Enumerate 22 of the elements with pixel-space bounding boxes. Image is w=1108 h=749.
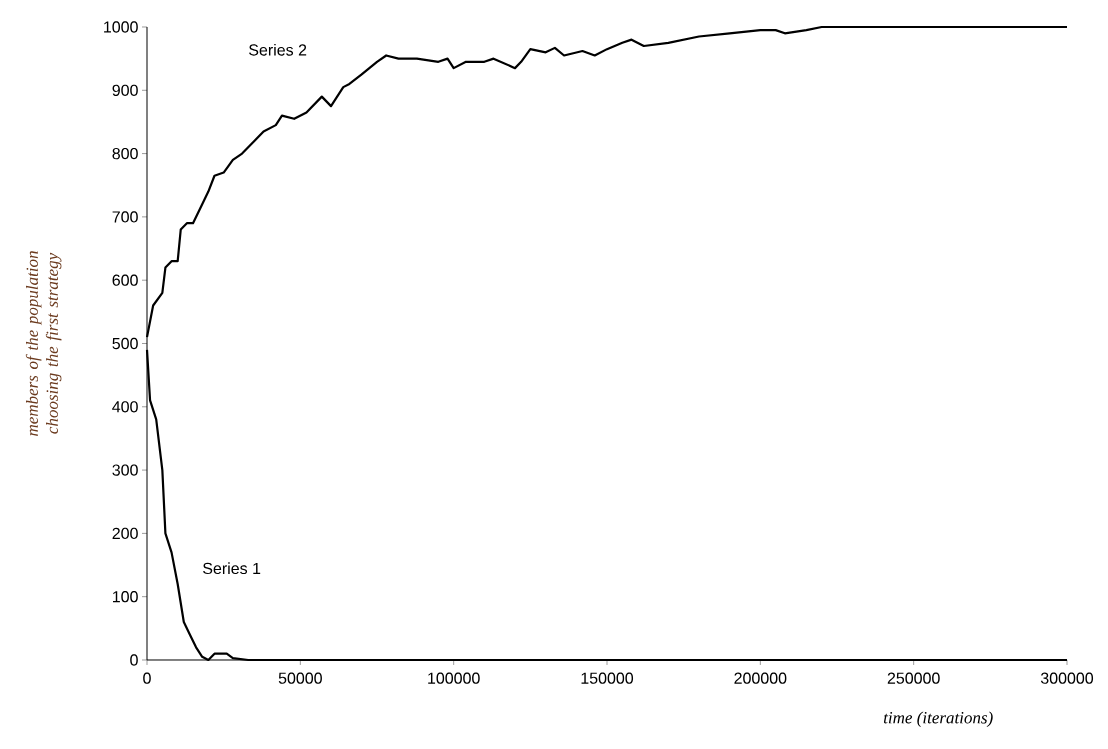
y-tick-label: 800 (112, 147, 138, 160)
y-tick-label: 300 (112, 464, 138, 476)
y-tick-label: 400 (112, 401, 138, 413)
x-axis-title: time (iterations) (883, 711, 993, 727)
series-label: Series 1 (203, 562, 261, 575)
y-tick-label: 600 (112, 274, 138, 286)
y-tick-label: 700 (112, 211, 138, 223)
x-tick-label: 50000 (278, 672, 322, 684)
x-tick-label: 250000 (887, 672, 940, 684)
y-tick-label: 200 (112, 527, 138, 540)
x-tick-label: 200000 (734, 672, 787, 684)
y-tick-label: 100 (113, 591, 138, 603)
x-tick-label: 150000 (581, 672, 634, 684)
x-tick-label: 100000 (428, 672, 480, 684)
x-tick-label: 300000 (1040, 672, 1094, 684)
text: Series 2 (249, 43, 307, 56)
y-axis-title: members of the population choosing the first strategy (25, 251, 62, 436)
y-tick-label: 0 (130, 654, 138, 666)
y-tick-label: 1000 (104, 21, 138, 33)
y-tick-label: 500 (112, 337, 138, 350)
x-tick-label: 0 (143, 672, 151, 684)
y-tick-label: 900 (112, 84, 138, 96)
